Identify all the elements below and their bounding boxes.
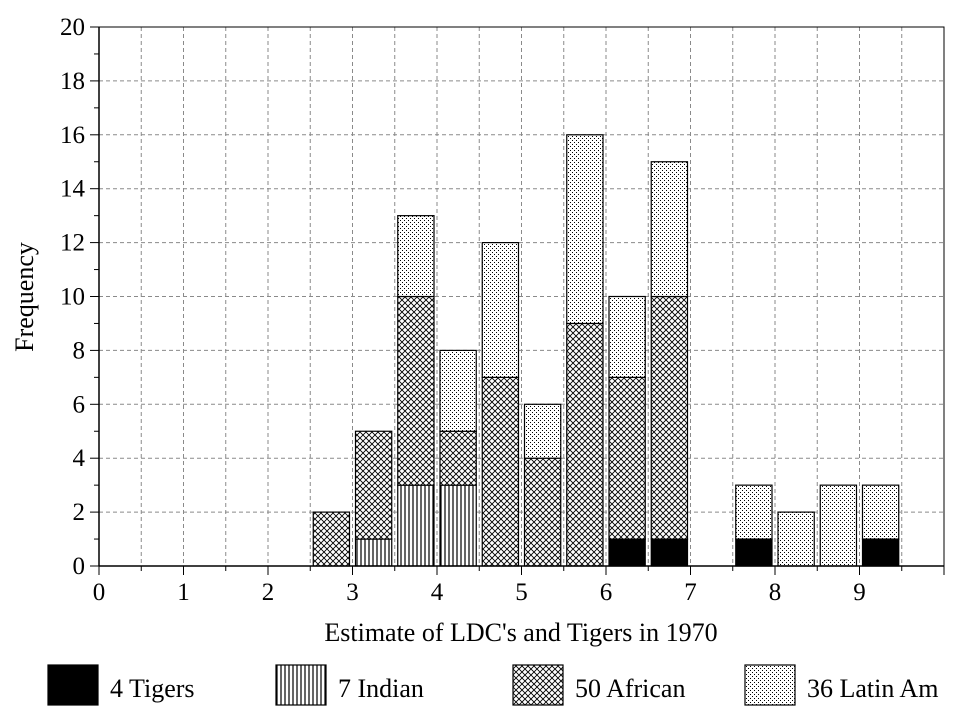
x-tick-label: 0 <box>93 579 106 606</box>
y-tick-label: 10 <box>60 284 85 311</box>
y-tick-label: 20 <box>60 14 85 41</box>
bar-segment <box>650 538 689 567</box>
bar-segment <box>354 430 393 540</box>
bar-segment <box>608 538 646 567</box>
bar-segment <box>650 295 689 540</box>
bars <box>312 134 900 567</box>
bar-segment <box>861 484 900 540</box>
legend: 4 Tigers 7 Indian 50 African 36 Latin Am <box>47 664 938 706</box>
bar-stack <box>439 349 477 567</box>
y-tick-label: 16 <box>60 122 85 149</box>
bar-stack <box>397 215 435 567</box>
bar-segment <box>566 322 604 567</box>
y-tick-label: 4 <box>73 445 86 472</box>
x-tick-label: 8 <box>769 579 782 606</box>
legend-item: 4 Tigers <box>47 664 195 706</box>
bar-segment <box>861 538 900 567</box>
legend-swatch <box>744 664 796 706</box>
legend-swatch <box>275 664 327 706</box>
bar-segment <box>608 295 646 378</box>
y-tick-label: 8 <box>73 337 86 364</box>
legend-label: 7 Indian <box>338 674 424 703</box>
bar-stack <box>354 430 393 567</box>
bar-segment <box>397 215 435 298</box>
bar-stack <box>650 161 689 567</box>
bar-segment <box>481 242 520 378</box>
y-tick-label: 12 <box>60 230 85 257</box>
bar-stack <box>819 484 858 567</box>
bar-segment <box>523 403 562 459</box>
x-tick-label: 4 <box>431 579 444 606</box>
bar-segment <box>566 134 604 325</box>
legend-label: 4 Tigers <box>110 674 195 703</box>
legend-swatch <box>512 664 564 706</box>
bar-segment <box>735 538 773 567</box>
y-tick-label: 2 <box>73 499 86 526</box>
bar-segment <box>312 511 351 567</box>
x-tick-label: 1 <box>177 579 190 606</box>
x-tick-label: 7 <box>684 579 697 606</box>
bar-segment <box>397 484 435 567</box>
bar-stack <box>566 134 604 567</box>
axis-labels: Estimate of LDC's and Tigers in 1970 Fre… <box>10 242 718 647</box>
bar-segment <box>819 484 858 567</box>
legend-label: 50 African <box>575 674 685 703</box>
bar-stack <box>861 484 900 567</box>
legend-item: 50 African <box>512 664 685 706</box>
bar-segment <box>735 484 773 540</box>
bar-segment <box>523 457 562 567</box>
grid <box>98 26 945 567</box>
bar-stack <box>608 295 646 567</box>
x-tick-label: 6 <box>600 579 613 606</box>
x-tick-label: 3 <box>346 579 359 606</box>
bar-segment <box>439 349 477 432</box>
x-axis-label: Estimate of LDC's and Tigers in 1970 <box>324 618 717 647</box>
legend-swatch <box>47 664 99 706</box>
y-tick-label: 18 <box>60 68 85 95</box>
bar-stack <box>523 403 562 567</box>
y-tick-label: 14 <box>60 176 86 203</box>
bar-segment <box>608 376 646 540</box>
bar-stack <box>777 511 815 567</box>
x-tick-label: 9 <box>853 579 866 606</box>
y-tick-label: 6 <box>73 391 86 418</box>
y-axis-label: Frequency <box>10 242 39 352</box>
legend-label: 36 Latin Am <box>807 674 938 703</box>
legend-item: 36 Latin Am <box>744 664 938 706</box>
bar-stack <box>312 511 351 567</box>
bar-segment <box>354 538 393 567</box>
legend-item: 7 Indian <box>275 664 424 706</box>
bar-segment <box>650 161 689 298</box>
bar-stack <box>481 242 520 567</box>
x-tick-label: 2 <box>262 579 275 606</box>
x-tick-label: 5 <box>515 579 528 606</box>
y-tick-label: 0 <box>73 553 86 580</box>
bar-segment <box>397 295 435 486</box>
bar-segment <box>439 430 477 486</box>
bar-segment <box>481 376 520 567</box>
bar-segment <box>439 484 477 567</box>
bar-stack <box>735 484 773 567</box>
bar-segment <box>777 511 815 567</box>
